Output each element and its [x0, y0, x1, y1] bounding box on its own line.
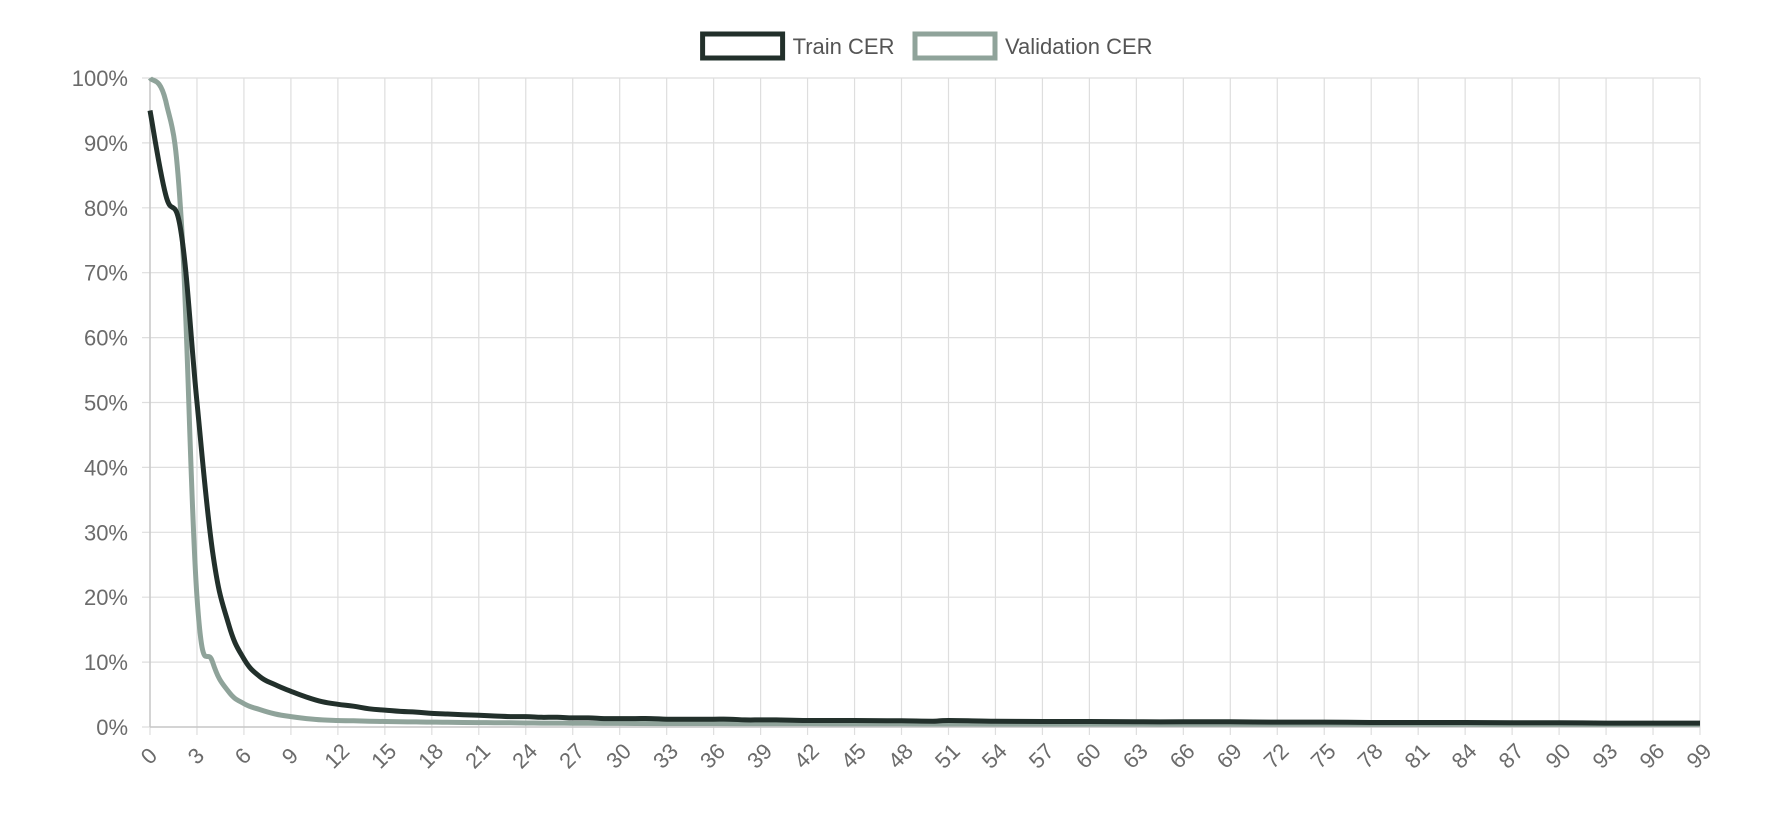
x-tick-label: 60 — [1071, 738, 1106, 773]
x-tick-label: 36 — [695, 738, 730, 773]
x-tick-label: 12 — [319, 738, 354, 773]
x-tick-label: 0 — [136, 743, 162, 769]
series-layer — [147, 76, 1700, 727]
x-tick-label: 81 — [1400, 738, 1435, 773]
x-tick-label: 93 — [1588, 738, 1623, 773]
x-tick-label: 9 — [277, 743, 303, 769]
x-tick-label: 63 — [1118, 738, 1153, 773]
y-tick-label: 10% — [84, 650, 128, 675]
x-tick-label: 90 — [1541, 738, 1576, 773]
x-tick-label: 48 — [883, 738, 918, 773]
x-tick-label: 51 — [930, 738, 965, 773]
x-tick-label: 30 — [601, 738, 636, 773]
axes: 0 3 6 9 12 15 18 21 24 27 30 33 36 39 42 45 48 51 54 57 60 63… — [72, 66, 1717, 773]
x-tick-label: 96 — [1634, 738, 1669, 773]
y-tick-label: 50% — [84, 391, 128, 416]
x-tick-label: 6 — [230, 743, 256, 769]
x-tick-label: 45 — [836, 738, 871, 773]
x-tick-label: 66 — [1165, 738, 1200, 773]
x-tick-label: 39 — [742, 738, 777, 773]
x-tick-label: 15 — [366, 738, 401, 773]
y-tick-label: 60% — [84, 326, 128, 351]
x-tick-label: 69 — [1212, 738, 1247, 773]
y-tick-label: 70% — [84, 261, 128, 286]
legend-label-validation-cer: Validation CER — [1005, 34, 1153, 59]
legend: Train CER Validation CER — [700, 31, 1153, 61]
x-tick-label: 57 — [1024, 738, 1059, 773]
x-tick-label: 24 — [507, 738, 542, 773]
y-tick-label: 0% — [96, 715, 128, 740]
x-tick-label: 84 — [1447, 738, 1482, 773]
y-tick-label: 90% — [84, 131, 128, 156]
x-tick-label: 75 — [1306, 738, 1341, 773]
legend-swatch-validation-cer — [912, 31, 998, 61]
y-tick-label: 20% — [84, 585, 128, 610]
x-tick-label: 54 — [977, 738, 1012, 773]
x-tick-label: 72 — [1259, 738, 1294, 773]
y-tick-label: 80% — [84, 196, 128, 221]
x-tick-label: 42 — [789, 738, 824, 773]
validation-cer-line — [147, 76, 1700, 727]
x-tick-label: 18 — [413, 738, 448, 773]
y-tick-label: 40% — [84, 455, 128, 480]
x-tick-label: 21 — [460, 738, 495, 773]
x-tick-label: 3 — [183, 743, 209, 769]
x-tick-label: 33 — [648, 738, 683, 773]
y-tick-label: 30% — [84, 520, 128, 545]
x-tick-label: 99 — [1681, 738, 1716, 773]
x-tick-label: 87 — [1494, 738, 1529, 773]
x-tick-label: 78 — [1353, 738, 1388, 773]
grid — [142, 77, 1701, 735]
y-tick-label: 100% — [72, 66, 128, 91]
x-tick-label: 27 — [554, 738, 589, 773]
train-cer-line — [147, 110, 1700, 726]
legend-label-train-cer: Train CER — [793, 34, 895, 59]
legend-swatch-train-cer — [700, 31, 786, 61]
